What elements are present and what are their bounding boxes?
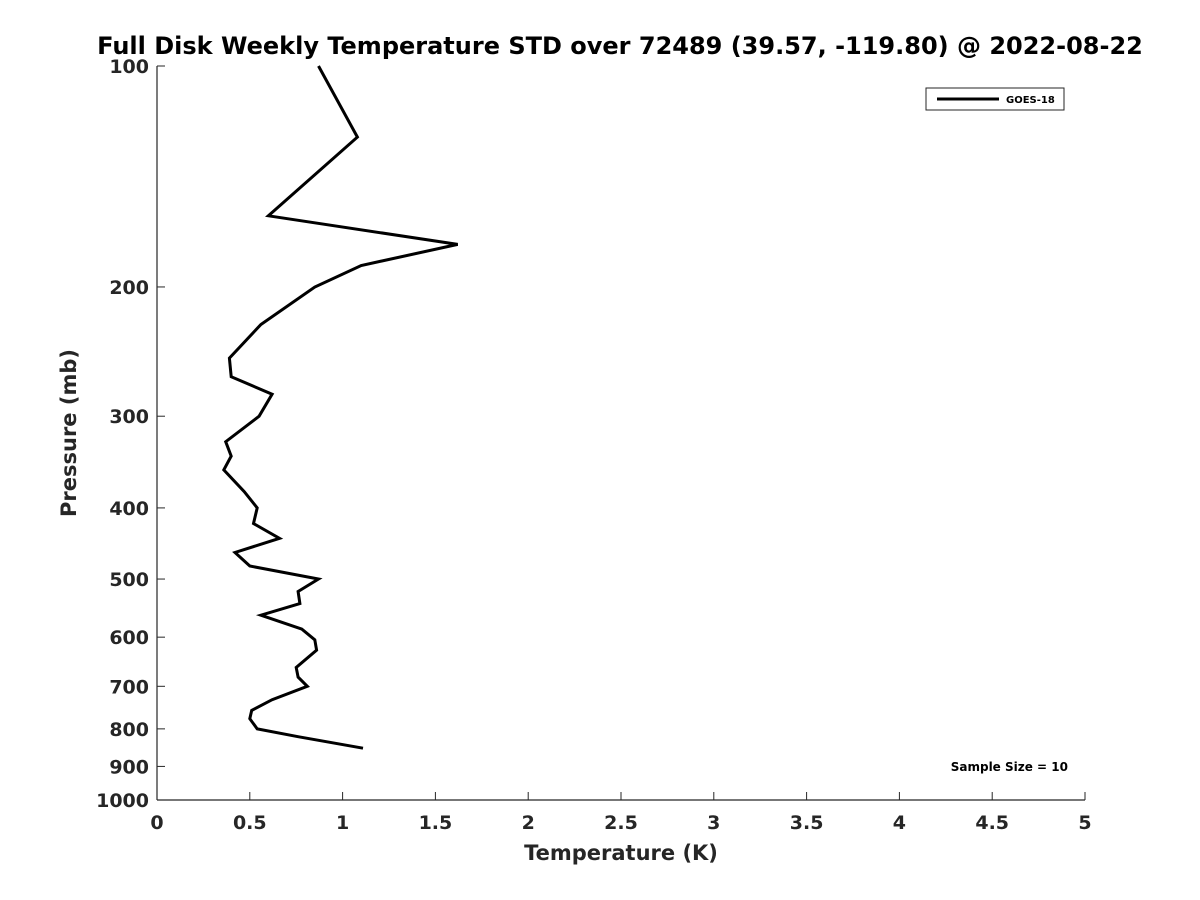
x-tick-label: 2.5 [604,812,638,834]
x-tick-label: 3.5 [790,812,824,834]
y-tick-label: 300 [109,406,149,428]
y-tick-label: 500 [109,569,149,591]
x-tick-label: 1 [336,812,349,834]
legend-entry-goes-18: GOES-18 [1006,95,1055,106]
chart-title: Full Disk Weekly Temperature STD over 72… [97,32,1143,60]
y-tick-label: 900 [109,756,149,778]
x-tick-label: 3 [707,812,720,834]
series-line-goes-18 [221,65,459,750]
x-tick-label: 1.5 [419,812,453,834]
x-tick-label: 0 [150,812,163,834]
legend: GOES-18 [925,87,1065,111]
x-axis-ticks: 0 0.5 1 1.5 2 2.5 3 3.5 4 4.5 5 [150,792,1092,834]
y-tick-label: 700 [109,676,149,698]
sample-size-annotation: Sample Size = 10 [951,760,1068,774]
y-tick-label: 800 [109,719,149,741]
y-tick-label: 100 [109,56,149,78]
y-tick-label: 200 [109,277,149,299]
y-tick-label: 400 [109,498,149,520]
y-axis-ticks: 100 200 300 400 500 600 700 800 900 1000 [96,56,165,812]
x-tick-label: 0.5 [233,812,267,834]
y-tick-label: 1000 [96,790,149,812]
x-tick-label: 2 [522,812,535,834]
x-axis-label: Temperature (K) [524,841,718,865]
x-tick-label: 4 [893,812,906,834]
x-tick-label: 5 [1078,812,1091,834]
y-tick-label: 600 [109,627,149,649]
series-lines [221,65,459,750]
y-axis-label: Pressure (mb) [57,349,81,517]
x-tick-label: 4.5 [975,812,1009,834]
